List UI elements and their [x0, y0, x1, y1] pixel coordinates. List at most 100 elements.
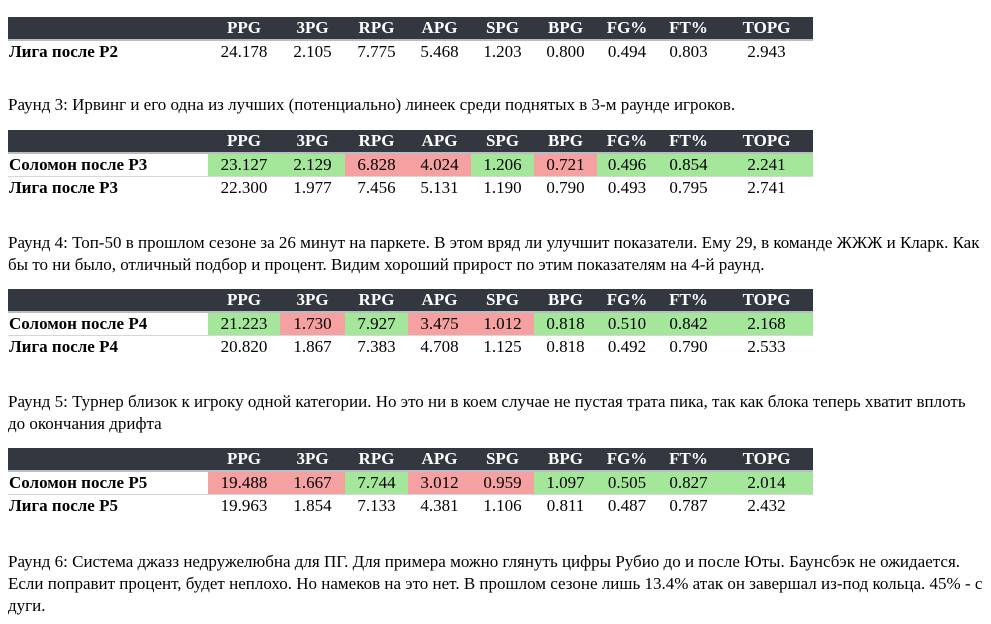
stat-cell: 1.203: [483, 42, 522, 61]
stat-cell: 0.496: [597, 153, 657, 177]
header-fg-pct: FG%: [597, 289, 657, 313]
stat-cell: 0.795: [657, 176, 720, 199]
stat-cell: 0.505: [597, 471, 657, 495]
stat-cell: 22.300: [208, 176, 280, 199]
stat-cell: 0.790: [657, 335, 720, 358]
header-bpg: BPG: [534, 289, 597, 313]
header-apg: APG: [408, 17, 471, 41]
header-ft-pct: FT%: [657, 17, 720, 41]
stat-cell: 2.014: [720, 471, 813, 495]
stats-table-round-4: PPG 3PG RPG APG SPG BPG FG% FT% TOPG Сол…: [8, 289, 813, 358]
stat-cell: 1.012: [471, 312, 534, 336]
stat-cell: 19.963: [208, 494, 280, 517]
header-ppg: PPG: [208, 448, 280, 472]
stat-cell: 1.867: [280, 335, 345, 358]
header-bpg: BPG: [534, 17, 597, 41]
stat-cell: 2.943: [747, 42, 786, 61]
league-row: Лига после Р5 19.963 1.854 7.133 4.381 1…: [8, 494, 813, 517]
corner-cell: [8, 448, 208, 472]
stat-cell: 7.927: [345, 312, 408, 336]
stat-cell: 2.105: [293, 42, 332, 61]
header-rpg: RPG: [345, 130, 408, 154]
stat-cell: 23.127: [208, 153, 280, 177]
stats-table-round-3: PPG 3PG RPG APG SPG BPG FG% FT% TOPG Сол…: [8, 130, 813, 199]
stat-cell: 2.241: [720, 153, 813, 177]
header-spg: SPG: [471, 448, 534, 472]
stat-cell: 0.790: [534, 176, 597, 199]
stats-table-round-2: PPG 3PG RPG APG SPG BPG FG% FT% TOPG Лиг…: [8, 17, 813, 63]
solomon-row: Соломон после Р4 21.223 1.730 7.927 3.47…: [8, 312, 813, 336]
header-ft-pct: FT%: [657, 448, 720, 472]
stat-cell: 2.533: [720, 335, 813, 358]
stat-cell: 0.493: [597, 176, 657, 199]
stat-cell: 1.730: [280, 312, 345, 336]
stat-cell: 2.741: [720, 176, 813, 199]
stat-cell: 0.510: [597, 312, 657, 336]
stat-cell: 0.494: [607, 42, 647, 61]
stat-cell: 7.133: [345, 494, 408, 517]
header-apg: APG: [408, 448, 471, 472]
header-3pg: 3PG: [280, 130, 345, 154]
header-3pg: 3PG: [280, 289, 345, 313]
stat-cell: 5.131: [408, 176, 471, 199]
stat-cell: 5.468: [420, 42, 459, 61]
stat-cell: 2.432: [720, 494, 813, 517]
header-row: PPG 3PG RPG APG SPG BPG FG% FT% TOPG: [8, 448, 813, 472]
stat-cell: 0.842: [657, 312, 720, 336]
corner-cell: [8, 289, 208, 313]
round-4-comment: Раунд 4: Топ-50 в прошлом сезоне за 26 м…: [8, 233, 980, 274]
stat-cell: 24.178: [220, 42, 268, 61]
row-label: Лига после Р5: [8, 494, 208, 517]
stat-cell: 2.129: [280, 153, 345, 177]
header-rpg: RPG: [345, 289, 408, 313]
stat-cell: 1.097: [534, 471, 597, 495]
stat-cell: 0.818: [534, 312, 597, 336]
header-topg: TOPG: [720, 289, 813, 313]
stat-cell: 1.125: [471, 335, 534, 358]
stat-cell: 6.828: [345, 153, 408, 177]
header-apg: APG: [408, 130, 471, 154]
stat-cell: 0.818: [534, 335, 597, 358]
solomon-row: Соломон после Р5 19.488 1.667 7.744 3.01…: [8, 471, 813, 495]
stat-cell: 4.381: [408, 494, 471, 517]
stat-cell: 3.012: [408, 471, 471, 495]
row-label: Лига после Р4: [8, 335, 208, 358]
header-row: PPG 3PG RPG APG SPG BPG FG% FT% TOPG: [8, 130, 813, 154]
league-row: Лига после Р3 22.300 1.977 7.456 5.131 1…: [8, 176, 813, 199]
header-ft-pct: FT%: [657, 130, 720, 154]
header-fg-pct: FG%: [597, 130, 657, 154]
header-bpg: BPG: [534, 130, 597, 154]
stat-cell: 0.487: [597, 494, 657, 517]
stat-cell: 1.854: [280, 494, 345, 517]
stat-cell: 2.168: [720, 312, 813, 336]
header-apg: APG: [408, 289, 471, 313]
stat-cell: 7.383: [345, 335, 408, 358]
stat-cell: 0.787: [657, 494, 720, 517]
row-label: Соломон после Р5: [9, 473, 148, 492]
stat-cell: 4.708: [408, 335, 471, 358]
header-ft-pct: FT%: [657, 289, 720, 313]
header-3pg: 3PG: [280, 17, 345, 41]
round-3-comment: Раунд 3: Ирвинг и его одна из лучших (по…: [8, 95, 736, 114]
row-label: Соломон после Р4: [9, 314, 148, 333]
row-label: Лига после Р3: [8, 176, 208, 199]
stat-cell: 0.800: [546, 42, 585, 61]
stat-cell: 4.024: [408, 153, 471, 177]
stat-cell: 7.775: [357, 42, 396, 61]
header-rpg: RPG: [345, 17, 408, 41]
stat-cell: 1.667: [280, 471, 345, 495]
stat-cell: 0.721: [534, 153, 597, 177]
header-spg: SPG: [471, 130, 534, 154]
header-ppg: PPG: [208, 130, 280, 154]
header-ppg: PPG: [208, 17, 280, 41]
stat-cell: 0.959: [471, 471, 534, 495]
stat-cell: 7.744: [345, 471, 408, 495]
corner-cell: [8, 17, 208, 41]
round-5-comment: Раунд 5: Турнер близок к игроку одной ка…: [8, 392, 966, 433]
stat-cell: 19.488: [208, 471, 280, 495]
header-fg-pct: FG%: [597, 448, 657, 472]
round-6-comment: Раунд 6: Система джазз недружелюбна для …: [8, 552, 983, 615]
league-row: Лига после Р4 20.820 1.867 7.383 4.708 1…: [8, 335, 813, 358]
header-fg-pct: FG%: [597, 17, 657, 41]
header-3pg: 3PG: [280, 448, 345, 472]
